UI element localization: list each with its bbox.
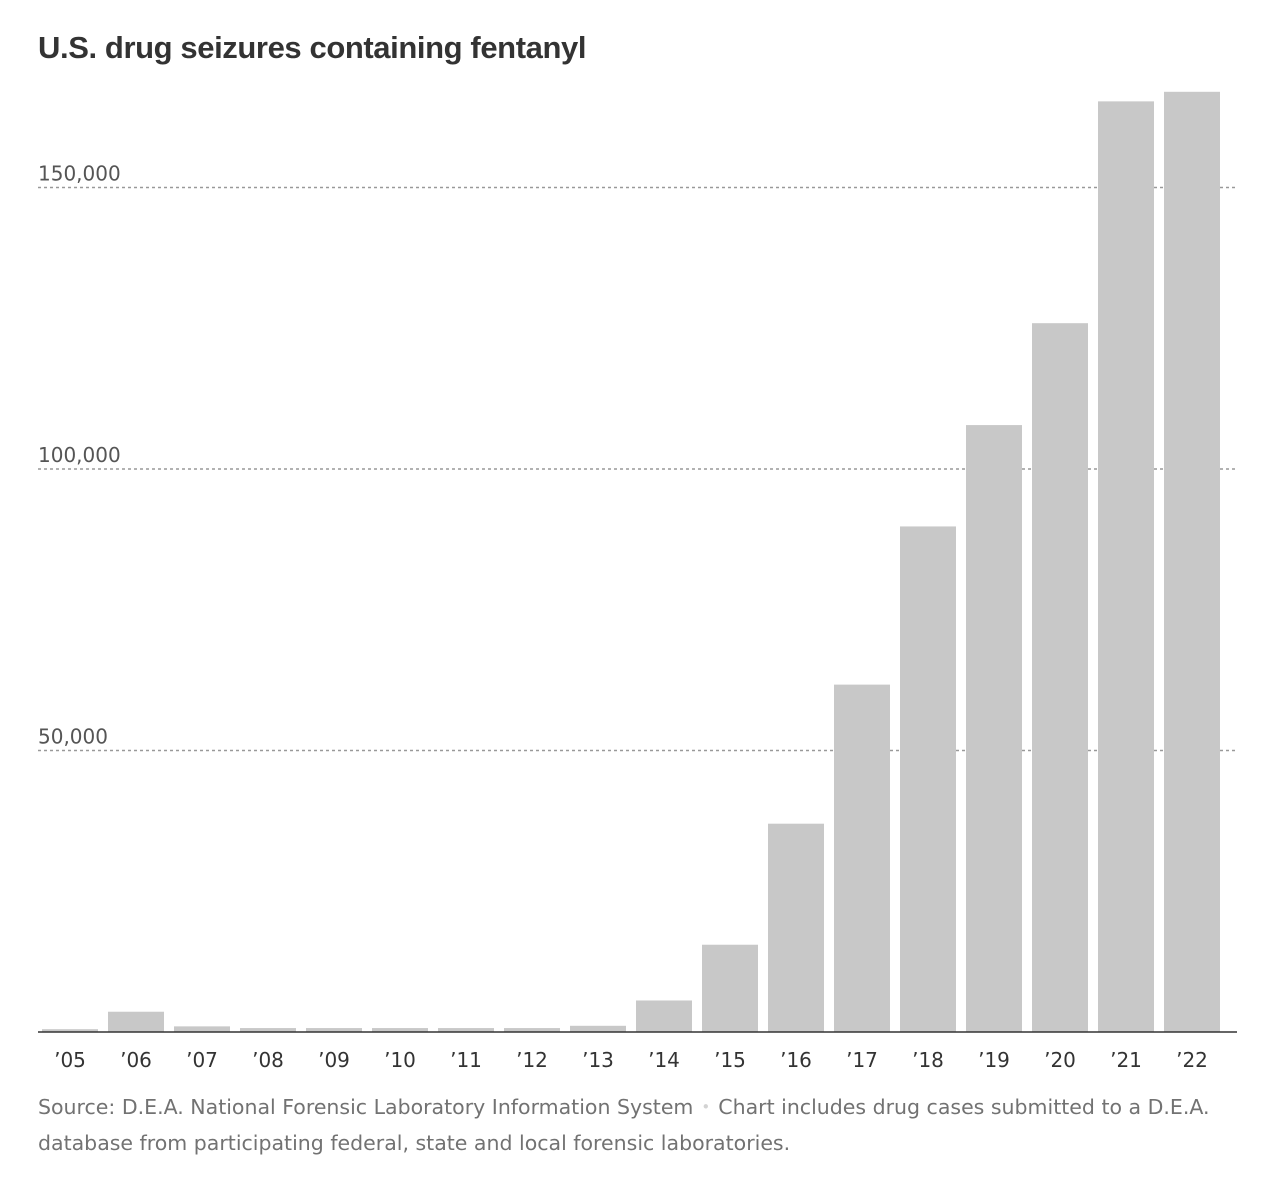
chart-title: U.S. drug seizures containing fentanyl [38, 30, 587, 65]
source-label: Source: D.E.A. National Forensic Laborat… [38, 1095, 694, 1119]
bar [834, 684, 890, 1032]
x-tick-label: ’21 [1110, 1048, 1142, 1072]
bar [174, 1026, 230, 1032]
bar [900, 526, 956, 1032]
bar [1164, 91, 1220, 1033]
x-tick-label: ’18 [912, 1048, 944, 1072]
bar [768, 823, 824, 1032]
x-tick-label: ’08 [252, 1048, 284, 1072]
x-tick-label: ’12 [516, 1048, 548, 1072]
bar-chart: 50,000 100,000 150,000 ’05 ’06 ’07 ’08 ’09 ’10 ’1… [38, 91, 1237, 1072]
y-tick-label: 100,000 [38, 443, 121, 467]
x-tick-label: ’19 [978, 1048, 1010, 1072]
x-tick-label: ’20 [1044, 1048, 1076, 1072]
bar [702, 944, 758, 1032]
x-tick-label: ’15 [714, 1048, 746, 1072]
bar [570, 1025, 626, 1032]
x-tick-label: ’07 [186, 1048, 218, 1072]
bar [108, 1011, 164, 1032]
bar [504, 1028, 560, 1032]
bar [966, 425, 1022, 1032]
chart-note: Chart includes drug cases submitted to a… [38, 1095, 1210, 1155]
separator-dot: • [701, 1098, 711, 1116]
x-tick-label: ’10 [384, 1048, 416, 1072]
x-tick-label: ’11 [450, 1048, 482, 1072]
x-tick-label: ’14 [648, 1048, 680, 1072]
bar [1098, 101, 1154, 1032]
x-tick-label: ’13 [582, 1048, 614, 1072]
bar [438, 1028, 494, 1032]
x-tick-label: ’09 [318, 1048, 350, 1072]
x-tick-label: ’22 [1176, 1048, 1208, 1072]
bar [636, 1000, 692, 1032]
y-tick-label: 150,000 [38, 162, 121, 186]
x-tick-label: ’06 [120, 1048, 152, 1072]
x-tick-label: ’17 [846, 1048, 878, 1072]
source-note: Source: D.E.A. National Forensic Laborat… [38, 1090, 1238, 1160]
y-tick-label: 50,000 [38, 725, 108, 749]
bar [1032, 323, 1088, 1033]
x-tick-label: ’16 [780, 1048, 812, 1072]
bar [306, 1028, 362, 1032]
bar [42, 1029, 98, 1032]
bar [240, 1028, 296, 1032]
bar [372, 1028, 428, 1032]
x-tick-label: ’05 [54, 1048, 86, 1072]
